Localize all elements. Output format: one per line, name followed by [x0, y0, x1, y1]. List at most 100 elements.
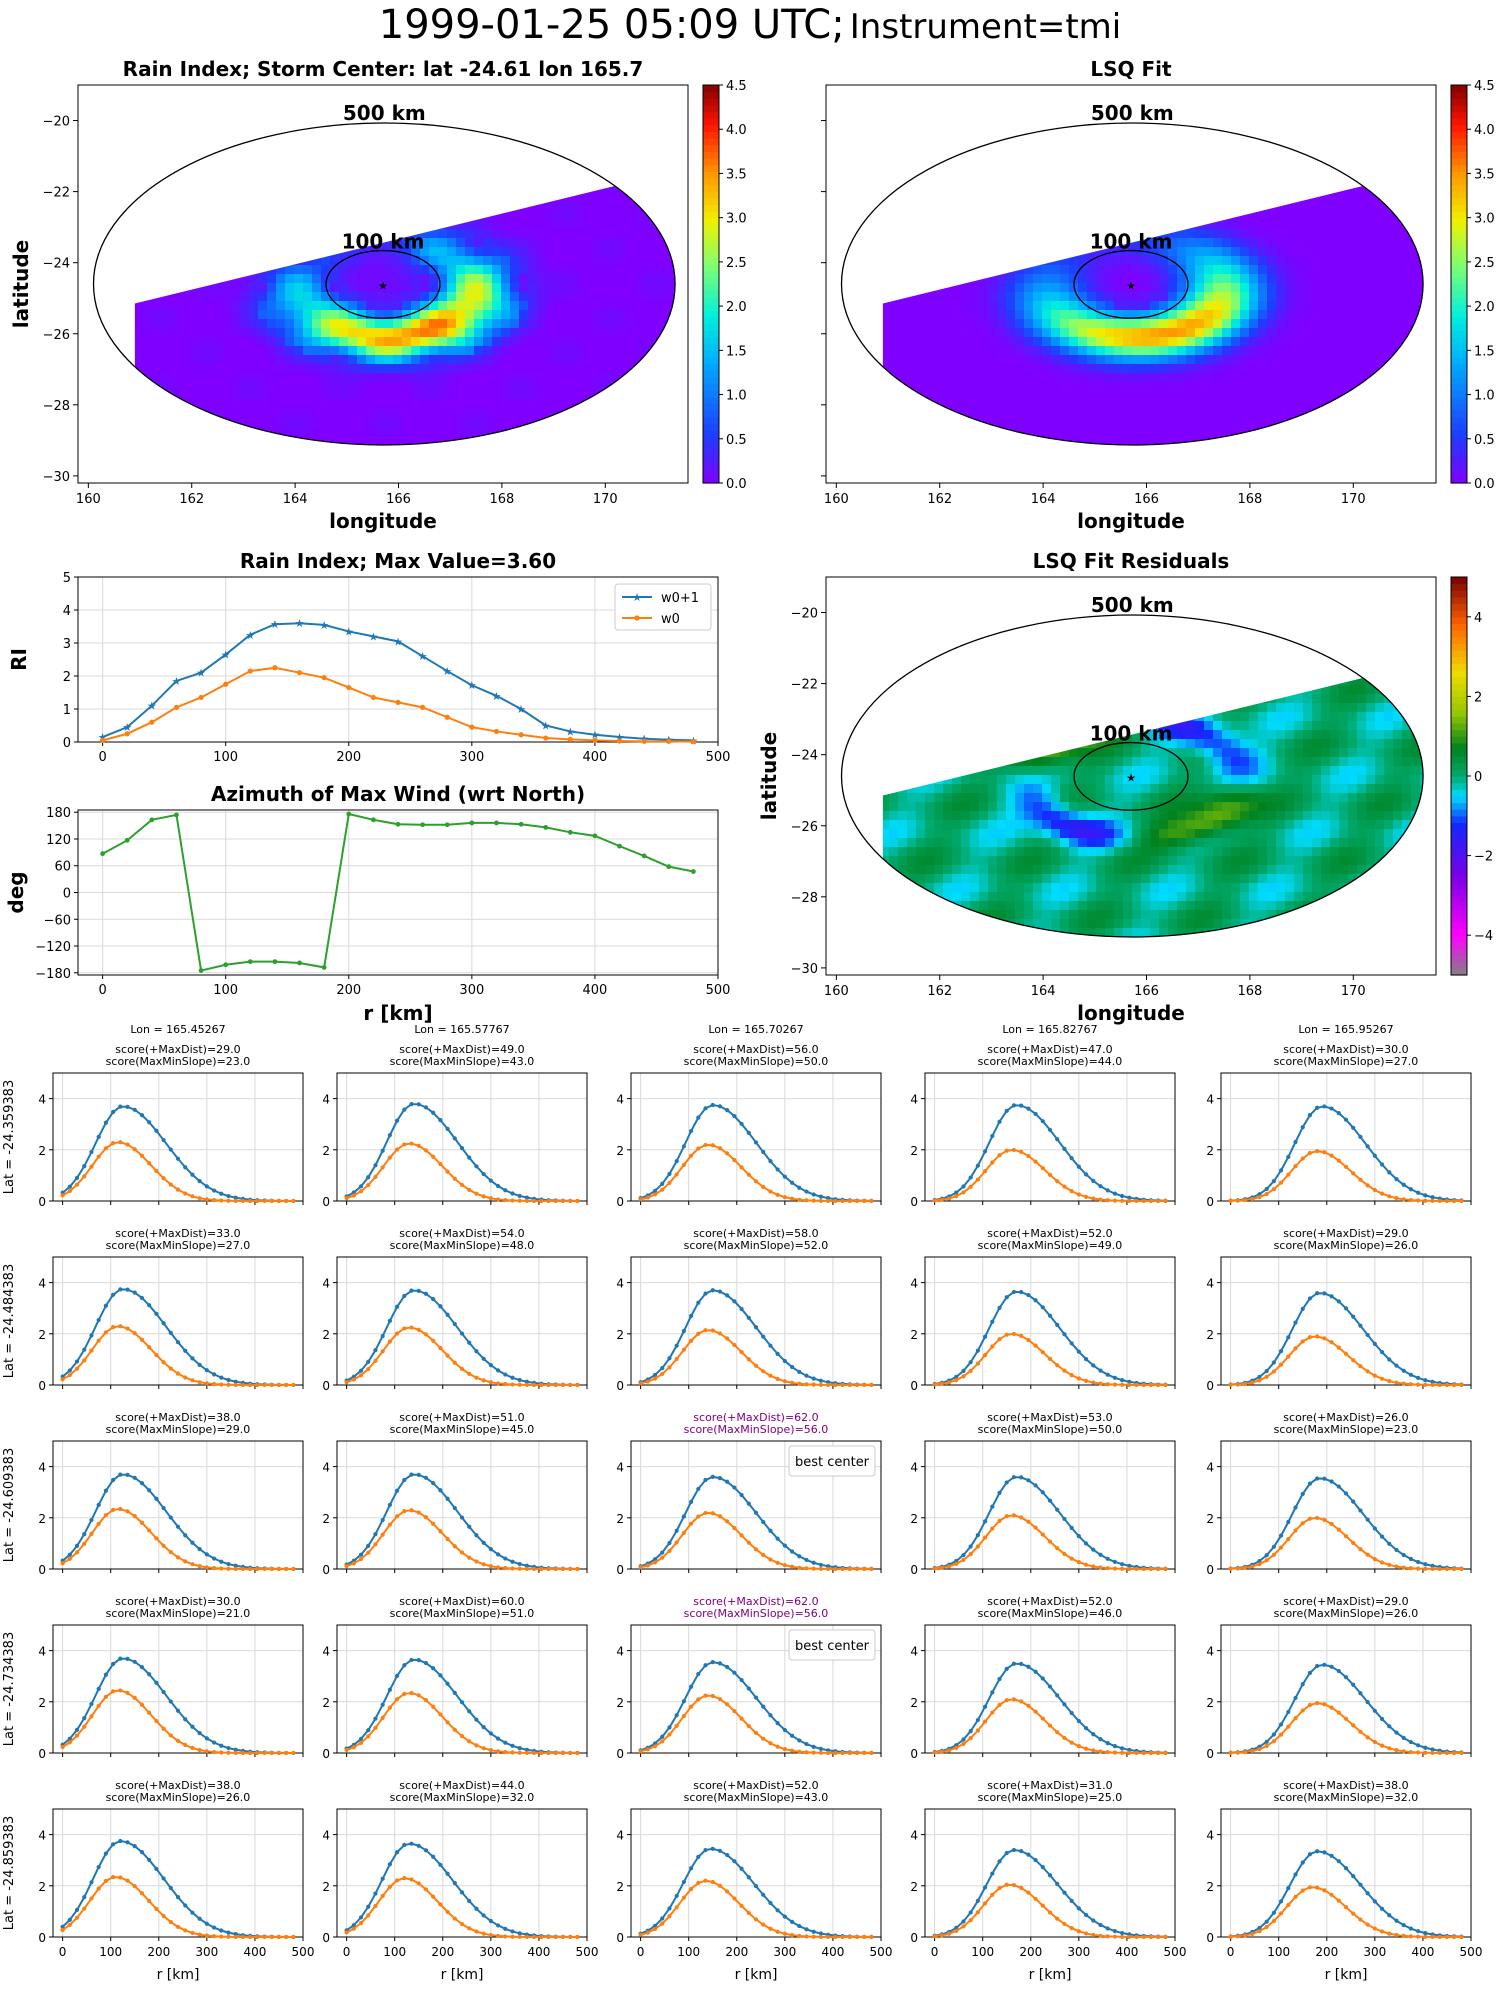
field-cell	[177, 355, 186, 364]
field-cell	[78, 274, 87, 283]
field-cell	[321, 400, 330, 409]
field-cell	[438, 184, 447, 193]
field-cell	[979, 265, 988, 274]
field-cell	[1267, 148, 1276, 157]
field-cell	[1411, 103, 1420, 112]
field-cell	[844, 94, 853, 103]
field-cell	[1069, 211, 1078, 220]
field-cell	[672, 481, 681, 490]
field-cell	[375, 319, 384, 328]
field-cell	[907, 256, 916, 265]
field-cell	[285, 103, 294, 112]
field-cell	[447, 418, 456, 427]
field-cell	[105, 202, 114, 211]
field-cell	[456, 274, 465, 283]
field-cell	[1222, 283, 1231, 292]
field-cell	[1042, 175, 1051, 184]
field-cell	[447, 454, 456, 463]
field-cell	[159, 319, 168, 328]
field-cell	[672, 454, 681, 463]
field-cell	[1402, 283, 1411, 292]
colorbar-step	[703, 350, 719, 358]
field-cell	[1357, 85, 1366, 94]
field-cell	[294, 355, 303, 364]
field-cell	[1330, 193, 1339, 202]
field-cell	[492, 445, 501, 454]
field-cell	[654, 130, 663, 139]
field-cell	[474, 121, 483, 130]
field-cell	[465, 202, 474, 211]
field-cell	[501, 256, 510, 265]
field-cell	[925, 256, 934, 265]
field-cell	[627, 427, 636, 436]
field-cell	[429, 148, 438, 157]
field-cell	[519, 274, 528, 283]
colorbar-tick-label: 3.5	[726, 167, 747, 182]
field-cell	[997, 148, 1006, 157]
field-cell	[276, 103, 285, 112]
field-cell	[348, 472, 357, 481]
field-cell	[150, 454, 159, 463]
field-cell	[1105, 139, 1114, 148]
field-cell	[348, 436, 357, 445]
field-cell	[465, 382, 474, 391]
field-cell	[456, 265, 465, 274]
field-cell	[375, 364, 384, 373]
field-cell	[177, 121, 186, 130]
field-cell	[862, 175, 871, 184]
field-cell	[1114, 301, 1123, 310]
field-cell	[510, 220, 519, 229]
colorbar-step	[703, 204, 719, 212]
field-cell	[1429, 184, 1438, 193]
field-cell	[1294, 256, 1303, 265]
field-cell	[519, 193, 528, 202]
field-cell	[519, 220, 528, 229]
field-cell	[627, 292, 636, 301]
field-cell	[1024, 166, 1033, 175]
field-cell	[943, 292, 952, 301]
field-cell	[204, 328, 213, 337]
field-cell	[609, 346, 618, 355]
field-cell	[465, 427, 474, 436]
field-cell	[1375, 229, 1384, 238]
field-cell	[654, 436, 663, 445]
field-cell	[393, 382, 402, 391]
field-cell	[204, 211, 213, 220]
colorbar-step	[703, 98, 719, 106]
field-cell	[294, 427, 303, 436]
field-cell	[573, 139, 582, 148]
field-cell	[952, 265, 961, 274]
field-cell	[447, 463, 456, 472]
field-cell	[1123, 301, 1132, 310]
field-cell	[871, 220, 880, 229]
field-cell	[465, 139, 474, 148]
field-cell	[447, 337, 456, 346]
field-cell	[393, 166, 402, 175]
field-cell	[240, 445, 249, 454]
field-cell	[1042, 148, 1051, 157]
field-cell	[564, 175, 573, 184]
field-cell	[537, 427, 546, 436]
field-cell	[645, 445, 654, 454]
field-cell	[1159, 292, 1168, 301]
field-cell	[1105, 130, 1114, 139]
field-cell	[1222, 229, 1231, 238]
field-cell	[447, 184, 456, 193]
field-cell	[1384, 229, 1393, 238]
field-cell	[1141, 265, 1150, 274]
field-cell	[898, 85, 907, 94]
field-cell	[159, 373, 168, 382]
field-cell	[1357, 121, 1366, 130]
field-cell	[177, 391, 186, 400]
field-cell	[1402, 175, 1411, 184]
field-cell	[465, 121, 474, 130]
field-cell	[889, 139, 898, 148]
field-cell	[537, 319, 546, 328]
field-cell	[1240, 283, 1249, 292]
colorbar-step	[703, 403, 719, 411]
field-cell	[609, 409, 618, 418]
field-cell	[105, 112, 114, 121]
field-cell	[105, 148, 114, 157]
field-cell	[970, 283, 979, 292]
field-cell	[835, 193, 844, 202]
